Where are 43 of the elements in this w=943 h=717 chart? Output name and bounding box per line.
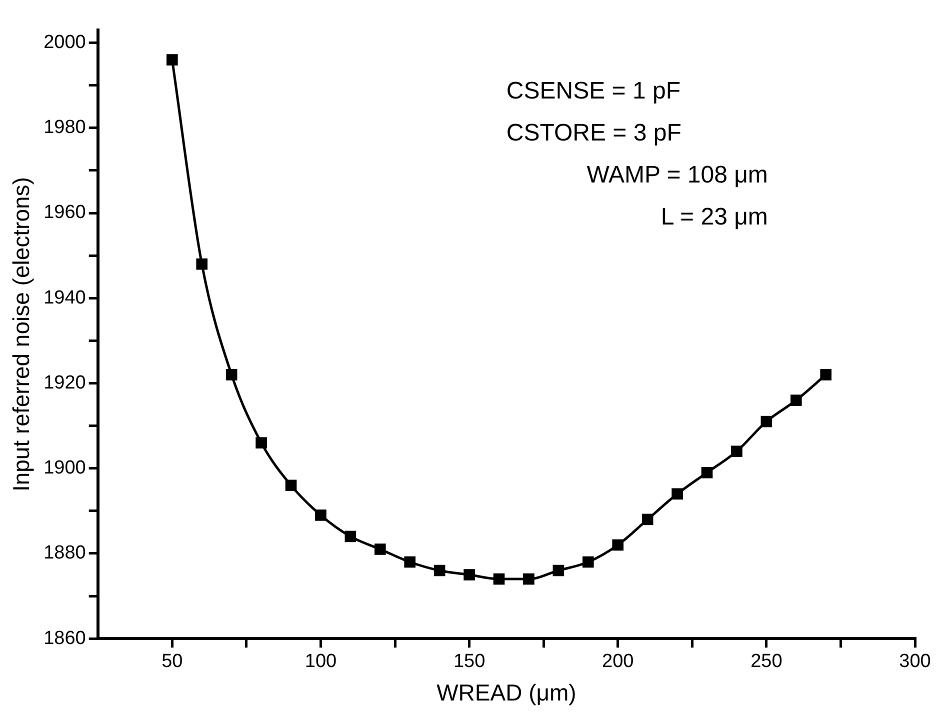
point [226,369,238,380]
x-tick-label: 50 [162,651,183,672]
point [315,510,326,521]
point [552,564,564,576]
annotation: CSENSE = 1 pF [506,78,681,105]
x-tick-label: 300 [899,651,931,672]
point [196,258,208,270]
y-tick-label: 1960 [44,202,86,224]
point [464,569,475,580]
point [820,369,832,380]
point [582,556,594,568]
y-tick-label: 1940 [44,287,86,308]
point [256,437,267,448]
point [404,556,416,568]
y-tick-label: 1920 [44,372,86,394]
x-tick-label: 100 [304,651,337,672]
point [166,54,178,66]
point [493,573,505,585]
point [731,446,742,457]
x-axis-title: WREAD (μm) [436,680,576,706]
y-tick-label: 1860 [44,628,86,649]
point [701,466,713,478]
point [642,514,654,526]
point [374,544,386,555]
x-tick-label: 200 [602,651,634,672]
y-tick-label: 2000 [44,32,86,53]
point [344,530,356,542]
x-tick-label: 250 [750,651,782,672]
point [434,564,446,576]
point [790,394,802,406]
point [672,488,683,500]
point [612,539,624,551]
annotation: WAMP = 108 μm [586,162,768,189]
x-tick-label: 150 [453,651,486,672]
y-tick-label: 1900 [44,458,86,479]
point [285,480,297,492]
y-axis-title: Input referred noise (electrons) [8,177,34,492]
point [760,416,772,428]
annotation: L = 23 μm [660,204,768,231]
y-tick-label: 1880 [44,542,86,564]
point [523,573,534,585]
y-tick-label: 1980 [44,117,86,138]
annotation: CSTORE = 3 pF [506,120,682,147]
